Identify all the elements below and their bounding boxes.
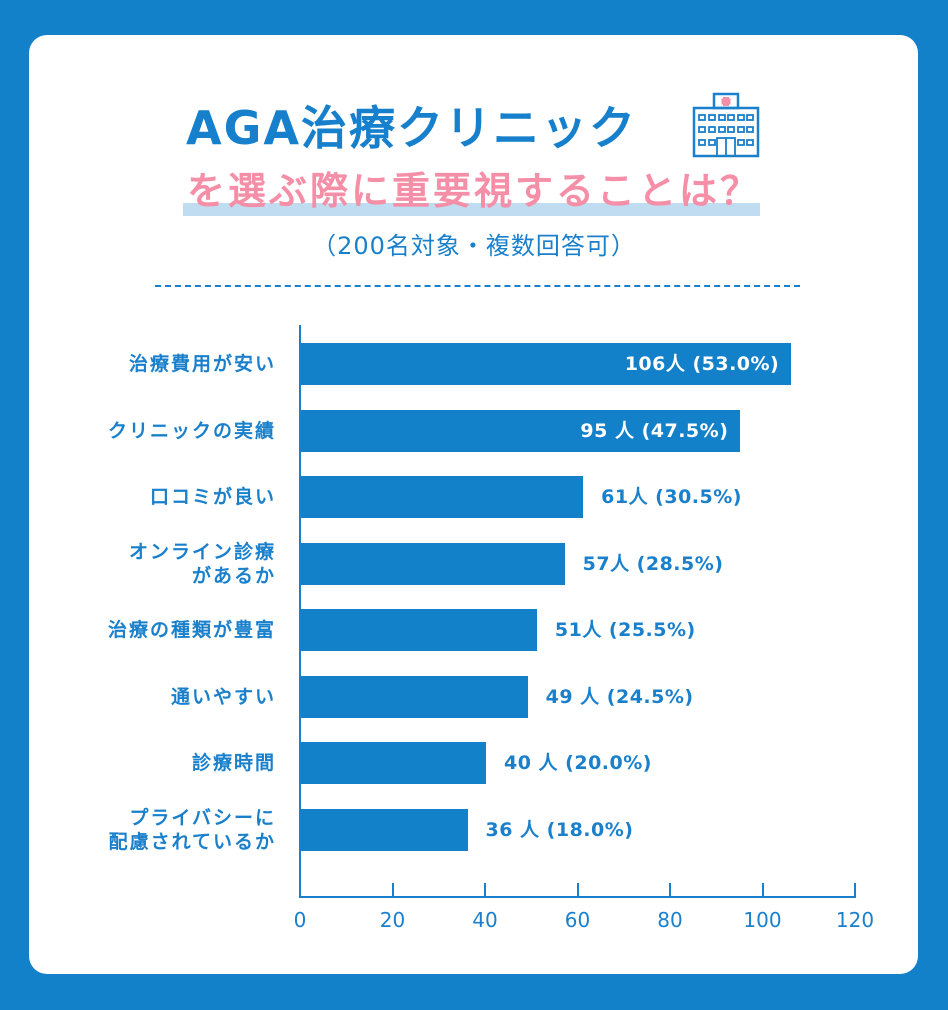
dashed-divider (155, 285, 800, 287)
bar (301, 542, 565, 585)
category-label: 治療費用が安い (36, 352, 276, 376)
x-tick-label: 60 (564, 908, 591, 932)
category-label-line1: 通いやすい (170, 685, 276, 708)
bar-value-label: 49 人 (24.5%) (545, 685, 694, 708)
category-label-line2: があるか (191, 564, 276, 587)
category-label-line1: 治療費用が安い (128, 353, 276, 375)
chart-subtitle: を選ぶ際に重要視することは？ (187, 169, 762, 213)
category-label-line1: オンライン診療 (128, 540, 276, 563)
x-tick-mark (669, 883, 671, 897)
category-label-line1: 治療の種類が豊富 (107, 619, 276, 641)
bar-value-label: 36 人 (18.0%) (485, 818, 634, 841)
category-label-line2: 配慮されているか (108, 830, 276, 853)
bar-value-label: 57人 (28.5%) (582, 552, 724, 575)
category-label: プライバシーに 配慮されているか (36, 806, 276, 854)
survey-note: （200名対象・複数回答可） (312, 232, 636, 260)
bar-value-label: 106人 (53.0%) (624, 353, 780, 375)
x-tick-label: 0 (293, 908, 307, 932)
y-axis-line (299, 325, 301, 898)
x-tick-mark (484, 883, 486, 897)
bar (301, 675, 528, 718)
bar (301, 343, 792, 385)
x-tick-label: 120 (835, 908, 875, 932)
category-label: 通いやすい (36, 685, 276, 709)
bar (301, 742, 486, 784)
x-tick-mark (391, 883, 394, 897)
bar (301, 476, 584, 518)
bar (301, 609, 537, 651)
bar-value-label: 40 人 (20.0%) (504, 752, 652, 774)
category-label-line1: プライバシーに (129, 806, 276, 829)
bar-value-label: 51人 (25.5%) (554, 619, 696, 641)
x-tick-mark (576, 883, 579, 897)
category-label-line1: 診療時間 (191, 752, 276, 774)
category-label: オンライン診療 があるか (36, 540, 276, 588)
category-label: 治療の種類が豊富 (36, 618, 276, 642)
bar-value-label: 61人 (30.5%) (601, 486, 742, 508)
x-tick-mark (854, 883, 856, 897)
x-axis-line (299, 896, 856, 898)
category-label: 口コミが良い (36, 485, 276, 509)
category-label-line1: 口コミが良い (149, 486, 276, 508)
x-tick-mark (761, 883, 764, 897)
x-tick-label: 80 (657, 908, 683, 932)
category-label: クリニックの実績 (36, 419, 276, 443)
x-tick-label: 20 (379, 908, 406, 932)
hospital-icon (692, 92, 760, 158)
subtitle-highlight (183, 203, 760, 216)
bar (301, 409, 741, 452)
x-tick-label: 40 (472, 908, 498, 932)
chart-title: AGA治療クリニック (186, 101, 637, 155)
subtitle-block: を選ぶ際に重要視することは？ (183, 165, 760, 217)
bar-value-label: 95 人 (47.5%) (580, 419, 729, 442)
category-label-line1: クリニックの実績 (107, 419, 276, 442)
bar (301, 808, 468, 851)
category-label: 診療時間 (36, 751, 276, 775)
x-tick-label: 100 (743, 908, 782, 932)
